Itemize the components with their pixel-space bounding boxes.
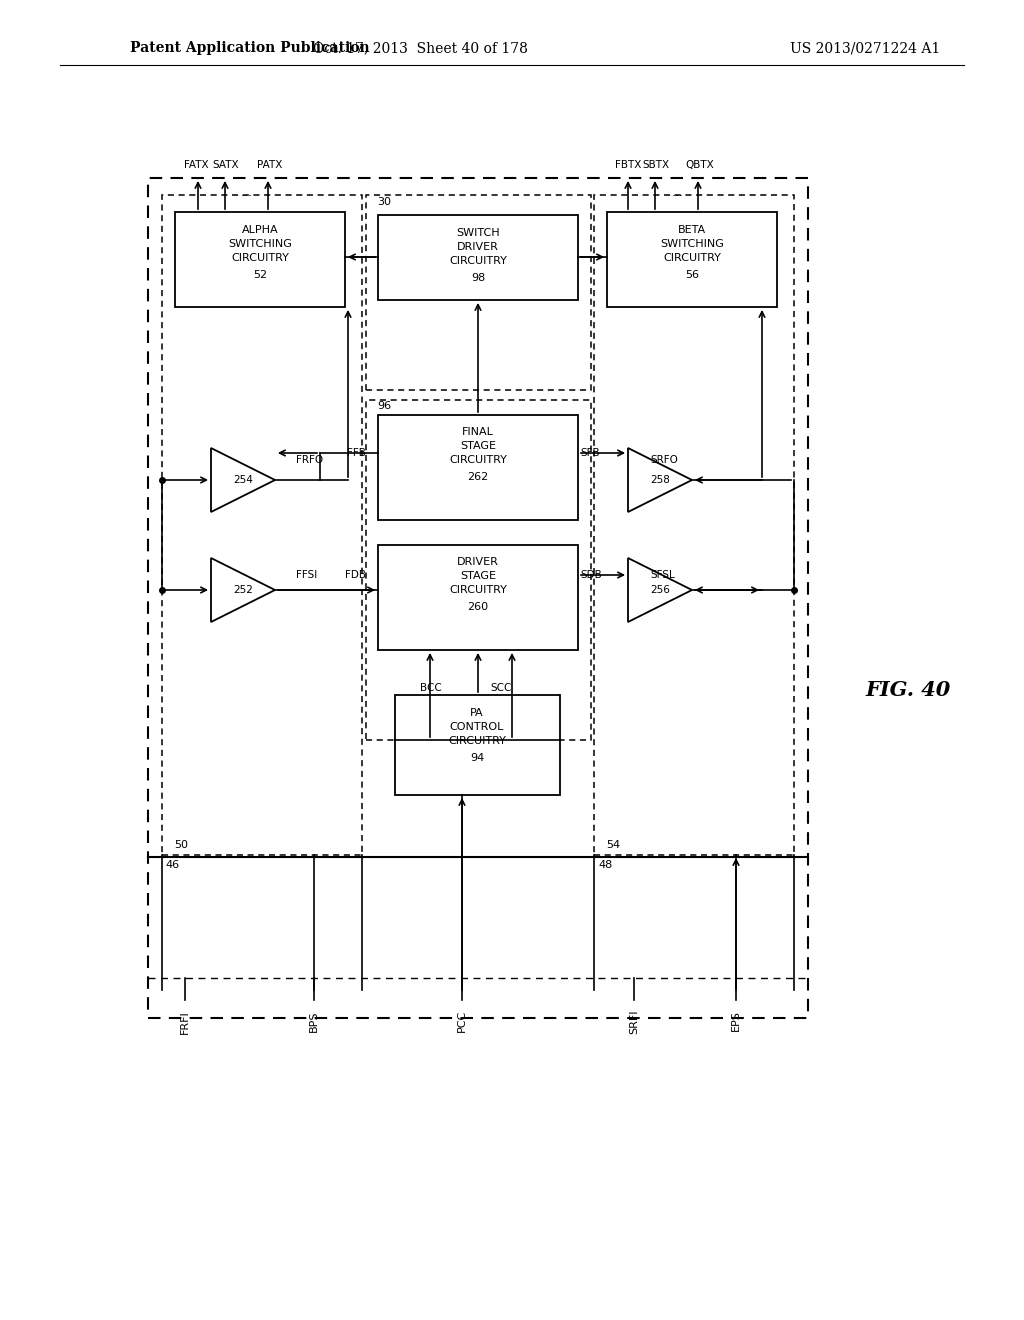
Text: 252: 252 <box>233 585 253 595</box>
Text: PATX: PATX <box>257 160 283 170</box>
Bar <box>366 400 591 741</box>
Text: SFB: SFB <box>580 447 600 458</box>
Text: 262: 262 <box>467 473 488 482</box>
Text: SFSL: SFSL <box>650 570 675 579</box>
Text: SBTX: SBTX <box>642 160 670 170</box>
Bar <box>366 195 591 389</box>
Text: CONTROL: CONTROL <box>450 722 504 733</box>
Text: EPS: EPS <box>731 1010 741 1031</box>
Text: 52: 52 <box>253 271 267 280</box>
Text: QBTX: QBTX <box>686 160 715 170</box>
Text: FFB: FFB <box>347 447 366 458</box>
Text: FIG. 40: FIG. 40 <box>865 680 950 700</box>
Text: BETA: BETA <box>678 224 707 235</box>
Text: ...: ... <box>672 186 684 199</box>
Text: Oct. 17, 2013  Sheet 40 of 178: Oct. 17, 2013 Sheet 40 of 178 <box>312 41 527 55</box>
Text: 56: 56 <box>685 271 699 280</box>
Text: CIRCUITRY: CIRCUITRY <box>450 585 507 595</box>
Text: SWITCH: SWITCH <box>456 228 500 238</box>
Text: FINAL: FINAL <box>462 426 494 437</box>
Text: SRFI: SRFI <box>629 1010 639 1035</box>
Text: FDB: FDB <box>345 570 366 579</box>
Text: CIRCUITRY: CIRCUITRY <box>231 253 289 263</box>
Text: PCC: PCC <box>457 1010 467 1032</box>
Bar <box>378 545 578 649</box>
Text: CIRCUITRY: CIRCUITRY <box>450 256 507 267</box>
Text: SDB: SDB <box>580 570 602 579</box>
Text: STAGE: STAGE <box>460 441 496 451</box>
Text: 256: 256 <box>650 585 670 595</box>
Text: CIRCUITRY: CIRCUITRY <box>449 737 506 746</box>
Bar <box>594 195 794 855</box>
Text: SWITCHING: SWITCHING <box>228 239 292 249</box>
Text: ...: ... <box>241 186 253 199</box>
Text: STAGE: STAGE <box>460 572 496 581</box>
Text: 96: 96 <box>377 401 391 411</box>
Bar <box>378 414 578 520</box>
Text: Patent Application Publication: Patent Application Publication <box>130 41 370 55</box>
Text: FBTX: FBTX <box>614 160 641 170</box>
Bar <box>148 178 808 1018</box>
Text: 94: 94 <box>470 752 484 763</box>
Text: DRIVER: DRIVER <box>457 242 499 252</box>
Text: FRFO: FRFO <box>296 455 324 465</box>
Text: CIRCUITRY: CIRCUITRY <box>664 253 721 263</box>
Text: FFSI: FFSI <box>296 570 317 579</box>
Bar <box>395 696 560 795</box>
Text: FATX: FATX <box>183 160 208 170</box>
Bar <box>607 213 777 308</box>
Text: SATX: SATX <box>213 160 240 170</box>
Bar <box>162 195 362 855</box>
Text: 98: 98 <box>471 273 485 282</box>
Text: 260: 260 <box>467 602 488 612</box>
Text: SCC: SCC <box>490 682 511 693</box>
Text: FRFI: FRFI <box>180 1010 190 1034</box>
Text: 254: 254 <box>233 475 253 484</box>
Text: SRFO: SRFO <box>650 455 678 465</box>
Text: BPS: BPS <box>309 1010 319 1031</box>
Text: CIRCUITRY: CIRCUITRY <box>450 455 507 465</box>
Text: US 2013/0271224 A1: US 2013/0271224 A1 <box>790 41 940 55</box>
Text: SWITCHING: SWITCHING <box>660 239 724 249</box>
Bar <box>378 215 578 300</box>
Text: 30: 30 <box>377 197 391 207</box>
Text: 50: 50 <box>174 840 188 850</box>
Text: 258: 258 <box>650 475 670 484</box>
Text: BCC: BCC <box>420 682 441 693</box>
Text: 48: 48 <box>598 861 612 870</box>
Text: ALPHA: ALPHA <box>242 224 279 235</box>
Text: DRIVER: DRIVER <box>457 557 499 568</box>
Text: 46: 46 <box>165 861 179 870</box>
Text: PA: PA <box>470 708 483 718</box>
Text: 54: 54 <box>606 840 621 850</box>
Bar <box>175 213 345 308</box>
